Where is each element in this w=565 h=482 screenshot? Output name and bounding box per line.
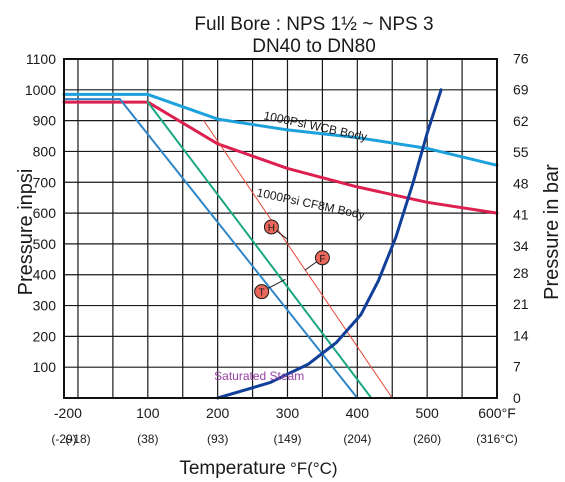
annotation-label: Saturated Steam [214,369,304,383]
x-tick-label: 600°F [478,405,516,421]
x-tick-sublabel: (38) [137,432,158,446]
x-tick-sublabel: (316°C) [476,432,517,446]
y-axis-right-labels: 0 7 14 21 28 34 41 48 55 62 69 76 [513,50,529,406]
x-tick-sublabel: (93) [207,432,228,446]
y-tick-label-right: 62 [513,113,529,129]
series-line-3 [63,98,359,399]
y-tick-label-left: 600 [33,205,57,221]
x-tick-label: 100 [136,405,160,421]
x-tick-label: 0 [74,405,82,421]
y-tick-label-right: 34 [513,238,529,254]
x-tick-sublabel: (204) [343,432,371,446]
marker-label: F [319,254,325,265]
y-axis-left-title: Pressure inpsi [15,169,37,296]
x-tick-sublabel: (260) [413,432,441,446]
x-axis-labels: -20 (-29) 0 (-18) 100 (38) 200 (93) 300 (149) 400 (… [51,405,517,446]
chart-subtitle: DN40 to DN80 [252,36,376,57]
annotation-label: 1000Psi WCB Body [262,108,368,144]
y-tick-label-right: 28 [513,265,529,281]
x-tick-label: 300 [276,405,300,421]
marker-circle [263,219,279,235]
y-tick-label-right: 48 [513,176,529,192]
marker-label: H [268,223,275,234]
y-tick-label-left: 500 [33,236,57,252]
x-tick-label: 500 [415,405,439,421]
y-tick-label-right: 7 [513,359,521,375]
markers: H F T [254,219,330,300]
x-tick-label: 400 [346,405,370,421]
y-tick-label-right: 76 [513,50,529,66]
y-tick-label-right: 14 [513,327,529,343]
y-tick-label-left: 200 [33,328,57,344]
y-tick-label-left: 300 [33,298,57,314]
y-tick-label-right: 0 [513,390,521,406]
x-axis-unit: °F(°C) [290,459,338,478]
x-tick-sublabel: (149) [273,432,301,446]
y-tick-label-right: 21 [513,296,529,312]
y-tick-label-right: 41 [513,207,529,223]
y-tick-label-left: 900 [33,113,57,129]
x-tick-sublabel: (-18) [65,432,90,446]
y-tick-label-left: 1000 [25,82,56,98]
plot-frame [63,58,498,399]
marker-circle [254,284,270,300]
y-tick-label-left: 1100 [26,51,56,67]
chart-title: Full Bore : NPS 1½ ~ NPS 3 [194,14,433,35]
y-axis-left-labels: 100 200 300 400 500 600 700 800 900 1000 1100 [25,51,56,375]
series-line-6 [216,88,443,400]
x-axis-title: Temperature [179,458,286,479]
y-tick-label-right: 55 [513,144,529,160]
marker-label: T [259,288,265,299]
annotation-label: 1000Psi CF8M Body [255,185,366,222]
y-tick-label-right: 69 [513,82,529,98]
y-tick-label-left: 800 [33,143,57,159]
marker-circle [314,250,330,266]
x-tick-sublabel: (-29) [51,432,76,446]
y-tick-label-left: 400 [33,267,57,283]
series-line-1 [62,92,499,167]
series-line-4 [146,101,373,399]
y-tick-label-left: 100 [33,359,57,375]
y-tick-label-left: 700 [33,174,57,190]
x-tick-label: 200 [206,405,230,421]
y-axis-right-title: Pressure in bar [541,164,563,300]
series-lines [62,88,499,400]
x-tick-label: -20 [54,405,74,421]
series-line-5 [203,120,393,399]
